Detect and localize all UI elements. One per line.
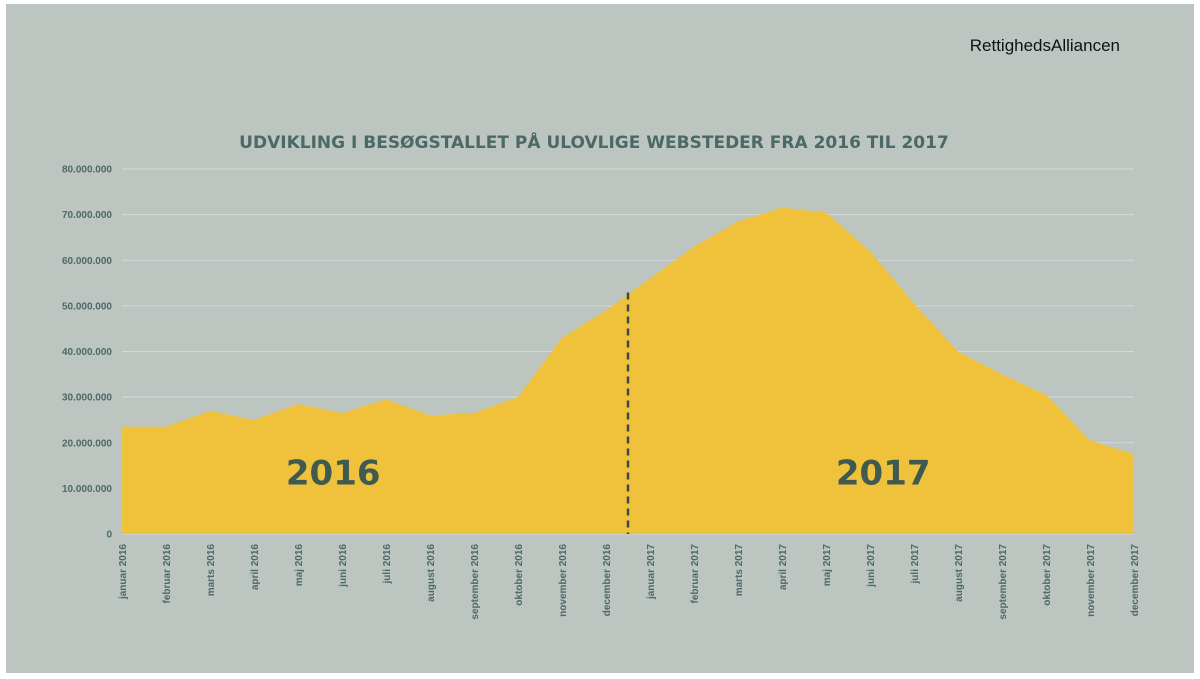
x-tick-label: august 2017 [954,544,965,602]
x-tick-label: juli 2017 [910,544,921,585]
x-tick-label: oktober 2016 [514,544,525,606]
x-tick-label: marts 2017 [734,544,745,597]
x-tick-label: januar 2016 [118,544,129,600]
x-tick-label: november 2016 [558,544,569,617]
x-tick-label: april 2017 [778,544,789,591]
x-tick-label: august 2016 [426,544,437,602]
chart-title: UDVIKLING I BESØGSTALLET PÅ ULOVLIGE WEB… [239,130,949,153]
x-tick-label: maj 2017 [822,544,833,587]
y-tick-label: 70.000.000 [62,210,112,221]
year-label: 2016 [286,453,381,493]
x-tick-label: juni 2016 [338,544,349,588]
x-tick-label: oktober 2017 [1042,544,1053,606]
y-tick-label: 60.000.000 [62,256,112,267]
year-label: 2017 [836,453,931,493]
x-axis-ticks: januar 2016 februar 2016 marts 2016 april 2… [118,544,1141,620]
y-tick-label: 40.000.000 [62,347,112,358]
x-tick-label: februar 2017 [690,544,701,604]
y-axis-ticks: 0 10.000.000 20.000.000 30.000.000 40.000.00… [62,165,113,541]
y-tick-label: 30.000.000 [62,393,112,404]
x-tick-label: december 2017 [1130,544,1141,617]
x-tick-label: september 2017 [998,544,1009,620]
x-tick-label: maj 2016 [294,544,305,587]
x-tick-label: september 2016 [470,544,481,620]
year-annotations: 2016 2017 [286,453,931,493]
x-tick-label: juni 2017 [866,544,877,588]
x-tick-label: december 2016 [602,544,613,617]
x-tick-label: juli 2016 [382,544,393,585]
x-tick-label: februar 2016 [162,544,173,604]
y-tick-label: 10.000.000 [62,484,112,495]
y-tick-label: 80.000.000 [62,165,112,176]
y-tick-label: 20.000.000 [62,438,112,449]
x-tick-label: november 2017 [1086,544,1097,617]
brand-logo-text: RettighedsAlliancen [969,36,1120,55]
x-tick-label: marts 2016 [206,544,217,597]
x-tick-label: januar 2017 [646,544,657,600]
y-tick-label: 0 [106,530,112,541]
y-tick-label: 50.000.000 [62,301,112,312]
x-tick-label: april 2016 [250,544,261,591]
